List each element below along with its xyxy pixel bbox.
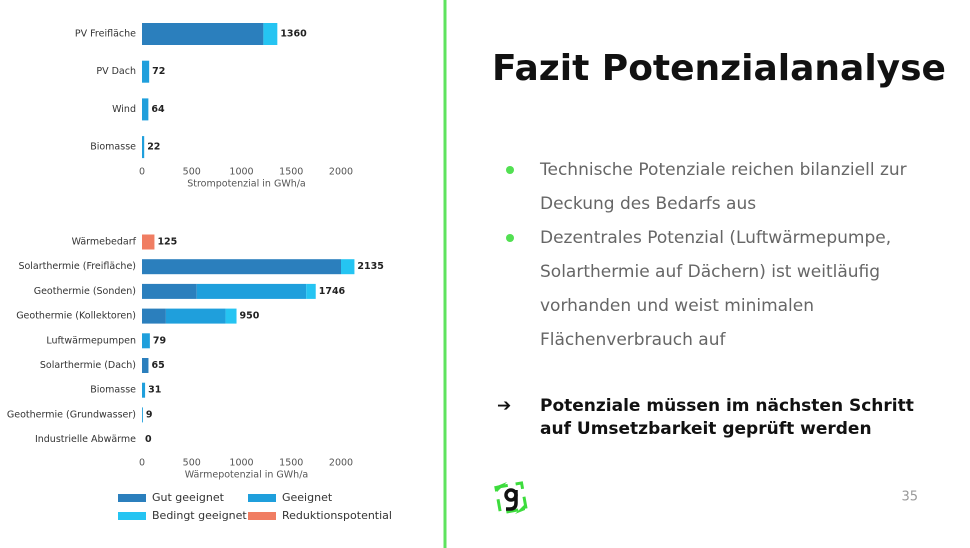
x-tick-label: 500 <box>183 458 201 469</box>
category-label: Industrielle Abwärme <box>35 434 136 445</box>
legend-label: Gut geeignet <box>152 491 225 504</box>
bullet-text: Technische Potenziale reichen bilanziell… <box>539 160 907 180</box>
legend-label: Bedingt geeignet <box>152 509 247 522</box>
x-tick-label: 1500 <box>279 167 303 178</box>
legend-swatch <box>118 494 146 502</box>
bar-segment <box>142 308 166 324</box>
category-label: Solarthermie (Dach) <box>40 360 136 371</box>
category-label: Geothermie (Sonden) <box>34 286 136 297</box>
value-label: 125 <box>157 237 177 248</box>
bullet-list: Technische Potenziale reichen bilanziell… <box>506 160 907 350</box>
category-label: Biomasse <box>90 385 136 396</box>
slide-title: Fazit Potenzialanalyse <box>492 48 946 89</box>
bullet-dot <box>506 166 514 174</box>
bar-segment <box>142 136 145 159</box>
bar-segment <box>196 283 307 299</box>
bar-segment <box>142 358 149 373</box>
legend-label: Geeignet <box>282 491 333 504</box>
conclusion-text: auf Umsetzbarkeit geprüft werden <box>540 419 872 439</box>
legend-swatch <box>118 512 146 520</box>
category-label: PV Freifläche <box>75 29 136 40</box>
x-tick-label: 0 <box>139 167 145 178</box>
category-label: Wärmebedarf <box>72 237 137 248</box>
legend-swatch <box>248 512 276 520</box>
value-label: 64 <box>151 104 165 115</box>
x-tick-label: 0 <box>139 458 145 469</box>
logo <box>494 481 528 515</box>
value-label: 0 <box>145 434 152 445</box>
conclusion-text: Potenziale müssen im nächsten Schritt <box>540 396 914 416</box>
x-axis-label: Strompotenzial in GWh/a <box>187 179 306 190</box>
bullet-dot <box>506 234 514 242</box>
value-label: 65 <box>151 360 164 371</box>
bar-segment <box>306 283 316 299</box>
bar-segment <box>341 259 355 275</box>
x-axis-label: Wärmepotenzial in GWh/a <box>185 470 308 481</box>
category-label: Solarthermie (Freifläche) <box>18 261 136 272</box>
value-label: 79 <box>153 335 166 346</box>
bar-segment <box>142 234 155 250</box>
bar-segment <box>142 259 341 275</box>
x-tick-label: 1000 <box>229 167 253 178</box>
category-label: Geothermie (Grundwasser) <box>7 409 136 420</box>
x-tick-label: 1000 <box>229 458 253 469</box>
bullet-text: vorhanden und weist minimalen <box>540 296 814 316</box>
bar-segment <box>225 308 237 324</box>
value-label: 9 <box>146 409 153 420</box>
value-label: 22 <box>147 142 160 153</box>
x-tick-label: 2000 <box>329 167 353 178</box>
bar-segment <box>142 60 150 83</box>
value-label: 72 <box>152 66 165 77</box>
value-label: 2135 <box>357 261 383 272</box>
bar-segment <box>142 382 146 398</box>
value-label: 1746 <box>319 286 346 297</box>
conclusion: Potenziale müssen im nächsten Schritt auf… <box>540 396 914 439</box>
bar-segment <box>142 407 143 423</box>
bar-segment <box>165 308 226 324</box>
bullet-text: Flächenverbrauch auf <box>540 330 726 350</box>
bar-segment <box>142 98 149 121</box>
x-tick-label: 2000 <box>329 458 353 469</box>
category-label: Luftwärmepumpen <box>46 335 136 346</box>
bar-segment <box>142 283 197 299</box>
legend-swatch <box>248 494 276 502</box>
category-label: PV Dach <box>96 66 136 77</box>
legend-label: Reduktionspotential <box>282 509 392 522</box>
bar-segment <box>142 23 264 45</box>
bullet-text: Deckung des Bedarfs aus <box>540 194 756 214</box>
category-label: Wind <box>112 104 136 115</box>
bullet-text: Dezentrales Potenzial (Luftwärmepumpe, <box>540 228 891 248</box>
bar-segment <box>142 333 150 349</box>
arrow-icon: ➔ <box>497 396 511 416</box>
category-label: Biomasse <box>90 142 136 153</box>
legend: Gut geeignet Geeignet Bedingt geeignet Redu… <box>118 491 392 522</box>
value-label: 1360 <box>280 29 307 40</box>
page-number: 35 <box>901 490 918 505</box>
value-label: 31 <box>148 385 161 396</box>
value-label: 950 <box>240 311 260 322</box>
bar-segment <box>263 23 278 45</box>
charts: PV Freifläche 1360 PV Dach 72 Wind 64 Biomasse… <box>7 23 384 481</box>
x-tick-label: 500 <box>183 167 201 178</box>
category-label: Geothermie (Kollektoren) <box>16 311 136 322</box>
x-tick-label: 1500 <box>279 458 303 469</box>
bullet-text: Solarthermie auf Dächern) ist weitläufig <box>540 262 880 282</box>
